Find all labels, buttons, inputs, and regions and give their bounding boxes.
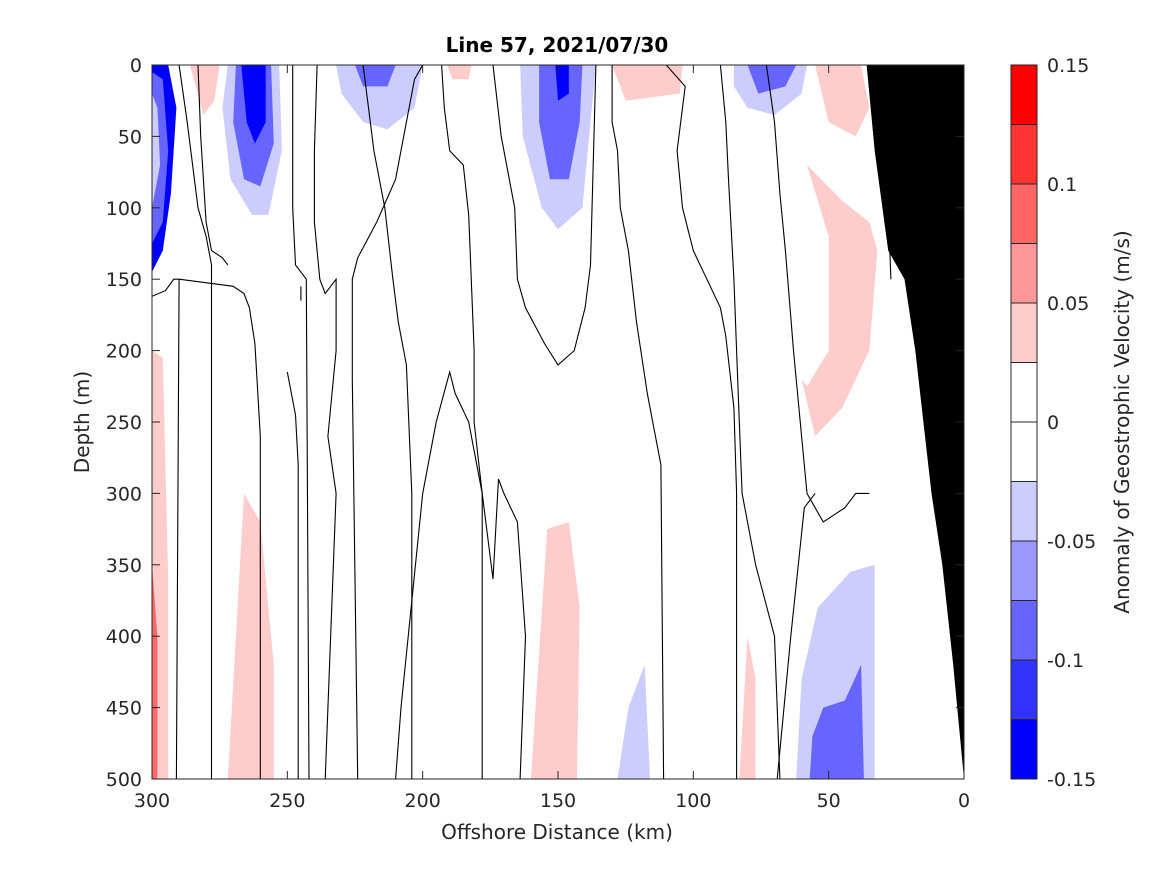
negative-anomaly-region-5 (241, 65, 266, 144)
y-tick-label: 150 (106, 269, 142, 291)
y-tick-label: 500 (106, 769, 142, 791)
zero-contour-12 (395, 369, 527, 779)
colorbar-tick-label: 0.15 (1047, 55, 1089, 77)
y-axis-label: Depth (m) (70, 371, 94, 473)
zero-contour-1 (178, 65, 213, 779)
zero-contour-10 (441, 65, 483, 779)
zero-contour-2 (197, 65, 229, 266)
negative-anomaly-region-2 (152, 93, 161, 208)
negative-anomaly-region-12 (747, 65, 797, 94)
colorbar-segment (1011, 124, 1037, 184)
bottom-topography (866, 65, 964, 779)
x-tick-label: 300 (134, 790, 170, 812)
x-axis: 300 250 200 150 100 50 0 (134, 65, 970, 812)
colorbar-segment (1011, 600, 1037, 660)
y-tick-label: 50 (118, 126, 142, 148)
colorbar-segment (1011, 303, 1037, 363)
zero-contour-14 (665, 65, 738, 779)
zero-contour-16 (765, 65, 870, 523)
zero-contour-13 (611, 65, 665, 779)
zero-contour-0 (152, 278, 180, 779)
zero-contour-5 (313, 65, 337, 779)
y-tick-label: 400 (106, 626, 142, 648)
y-axis: 0 50 100 150 200 250 300 350 400 450 500 (106, 55, 964, 791)
positive-anomaly-region-24 (801, 165, 878, 437)
colorbar-tick-label: 0.1 (1047, 174, 1077, 196)
zero-contour-11 (492, 65, 597, 366)
x-tick-label: 200 (405, 790, 441, 812)
zero-contour-15 (719, 65, 781, 779)
seafloor-mask (866, 65, 964, 779)
chart-title: Line 57, 2021/07/30 (446, 33, 669, 57)
colorbar-frame (1010, 64, 1038, 780)
positive-anomaly-region-20 (815, 65, 870, 137)
contour-fills (152, 65, 964, 779)
positive-anomaly-region-29 (739, 636, 756, 779)
colorbar-tick-label: -0.05 (1047, 531, 1096, 553)
colorbar-segment (1011, 541, 1037, 601)
colorbar-tick-label: 0 (1047, 412, 1059, 434)
y-tick-label: 250 (106, 412, 142, 434)
negative-anomaly-region-9 (539, 65, 583, 180)
colorbar-tick-label: -0.1 (1047, 650, 1084, 672)
y-tick-label: 350 (106, 555, 142, 577)
colorbar-segment (1011, 481, 1037, 541)
positive-anomaly-region-26 (152, 564, 158, 779)
positive-anomaly-region-19 (612, 65, 683, 101)
zero-contour-6 (179, 278, 261, 779)
x-tick-label: 50 (817, 790, 841, 812)
colorbar-segment (1011, 422, 1037, 482)
x-tick-label: 150 (540, 790, 576, 812)
y-tick-label: 450 (106, 698, 142, 720)
negative-anomaly-region-6 (336, 65, 423, 130)
positive-anomaly-region-28 (530, 522, 580, 779)
y-tick-label: 100 (106, 198, 142, 220)
negative-anomaly-region-16 (809, 664, 864, 779)
colorbar-tick-label: 0.05 (1047, 293, 1089, 315)
x-axis-label: Offshore Distance (km) (441, 820, 673, 844)
positive-anomaly-region-18 (447, 65, 472, 80)
zero-contour-9 (351, 65, 424, 779)
plot-area: 300 250 200 150 100 50 0 050100150200250300350… (106, 55, 970, 812)
negative-anomaly-region-10 (555, 65, 569, 101)
negative-anomaly-region-14 (617, 664, 650, 779)
y-tick-label: 200 (106, 341, 142, 363)
colorbar-segment (1011, 362, 1037, 422)
colorbar-tick-label: -0.15 (1047, 769, 1096, 791)
colorbar-segment (1011, 65, 1037, 125)
y-tick-label: 0 (130, 55, 142, 77)
x-tick-label: 250 (269, 790, 305, 812)
zero-contour-17 (776, 493, 816, 779)
zero-contour-7 (286, 371, 299, 779)
colorbar: -0.15 -0.1 -0.05 0 0.05 0.1 0.15 (1010, 55, 1096, 791)
x-tick-label: 100 (675, 790, 711, 812)
colorbar-segment (1011, 184, 1037, 244)
zero-contour-3 (292, 65, 310, 779)
colorbar-ticks: -0.15 -0.1 -0.05 0 0.05 0.1 0.15 (1047, 55, 1096, 791)
positive-anomaly-region-27 (227, 493, 274, 779)
colorbar-label: Anomaly of Geostrophic Velocity (m/s) (1110, 230, 1134, 613)
colorbar-segments (1011, 65, 1037, 780)
colorbar-segment (1011, 243, 1037, 303)
positive-anomaly-region-17 (189, 65, 220, 115)
y-tick-label: 300 (106, 483, 142, 505)
zero-contour-8 (362, 65, 413, 779)
x-tick-label: 0 (958, 790, 970, 812)
colorbar-segment (1011, 719, 1037, 779)
colorbar-segment (1011, 660, 1037, 720)
